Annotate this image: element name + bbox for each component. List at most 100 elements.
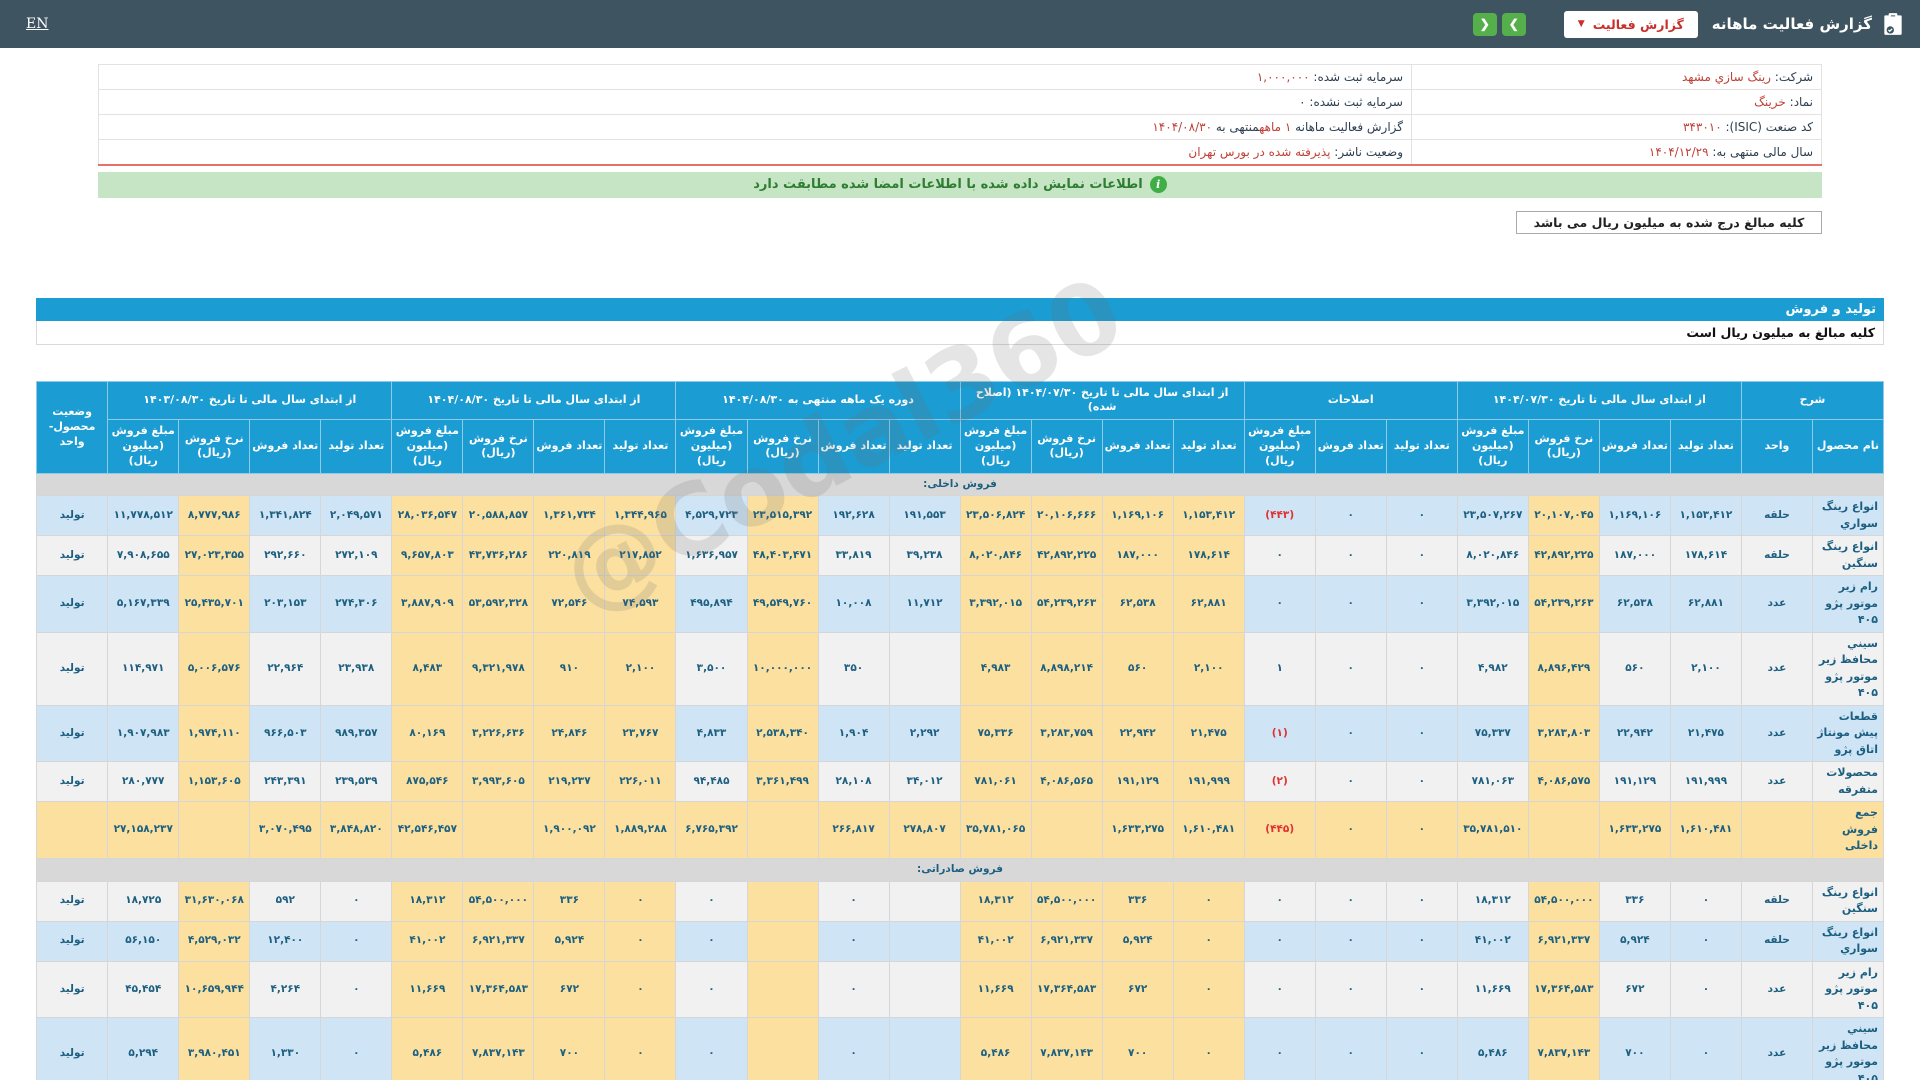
- value-cell: ۰: [1385, 575, 1458, 633]
- value-cell: ۰: [1314, 960, 1387, 1019]
- value-cell: ۷,۸۳۷,۱۴۳: [1030, 1017, 1103, 1080]
- value-cell: ۲۴۳,۳۹۱: [249, 761, 322, 803]
- value-cell: ۳۴,۰۱۲: [888, 761, 961, 803]
- value-cell: ۳,۸۴۸,۸۲۰: [320, 801, 393, 859]
- info-label: منتهی به: [1212, 120, 1260, 134]
- value-cell: ۶,۹۲۱,۳۳۷: [462, 920, 535, 962]
- nav-back-button[interactable]: ❮: [1472, 12, 1497, 36]
- value-cell: ۰: [1314, 495, 1387, 537]
- value-cell: ۲۸,۱۰۸: [817, 761, 890, 803]
- value-cell: (۱): [1243, 704, 1316, 763]
- header-group: از ابتدای سال مالی تا تاریخ ۱۴۰۴/۰۸/۳۰: [391, 380, 677, 421]
- value-cell: ۱۷,۳۶۴,۵۸۳: [1527, 960, 1600, 1019]
- value-cell: ۶,۹۲۱,۳۳۷: [1030, 920, 1103, 962]
- value-cell: ۳۱,۶۳۰,۰۶۸: [178, 880, 251, 922]
- value-cell: ۱۱,۷۷۸,۵۱۲: [107, 495, 180, 537]
- value-cell: ۰: [1243, 1017, 1316, 1080]
- value-cell: ۰: [1314, 880, 1387, 922]
- nav-forward-button[interactable]: ❯: [1501, 12, 1526, 36]
- value-cell: ۵,۹۲۴: [1598, 920, 1671, 962]
- value-cell: ۰: [1314, 575, 1387, 633]
- value-cell: ۱,۱۶۹,۱۰۶: [1598, 495, 1671, 537]
- value-cell: ۲۳,۵۰۷,۲۶۷: [1456, 495, 1529, 537]
- value-cell: ۳۹,۲۳۸: [888, 535, 961, 577]
- value-cell: ۲۵,۴۳۵,۷۰۱: [178, 575, 251, 633]
- value-cell: ۰: [1172, 880, 1245, 922]
- value-cell: ۵۶,۱۵۰: [107, 920, 180, 962]
- signature-match-notice: i اطلاعات نمایش داده شده با اطلاعات امضا…: [98, 171, 1822, 198]
- value-cell: ۰: [1314, 920, 1387, 962]
- value-cell: ۶,۷۶۵,۳۹۲: [675, 801, 748, 859]
- value-cell: ۳,۲۸۳,۷۵۹: [1030, 704, 1103, 763]
- unit-cell: حلقه: [1740, 495, 1813, 537]
- value-cell: ۰: [817, 1017, 890, 1080]
- unit-cell: عدد: [1740, 631, 1813, 706]
- value-cell: ۰: [1314, 535, 1387, 577]
- status-cell: تولید: [35, 535, 109, 577]
- header-sub: تعداد فروش: [1314, 419, 1387, 474]
- header-sub: مبلغ فروش (میلیون ریال): [1243, 419, 1316, 474]
- value-cell: ۰: [1314, 801, 1387, 859]
- value-cell: ۱,۱۵۳,۴۱۲: [1669, 495, 1742, 537]
- header-sub: مبلغ فروش (میلیون ریال): [1456, 419, 1529, 474]
- language-switch-link[interactable]: EN: [26, 16, 49, 32]
- info-value: ۳۴۳۰۱۰: [1682, 120, 1722, 134]
- section-row: فروش صادراتی:: [36, 857, 1884, 882]
- value-cell: ۲,۵۳۸,۳۴۰: [746, 704, 819, 763]
- info-row: کد صنعت (ISIC): ۳۴۳۰۱۰ گزارش فعالیت ماهان…: [98, 114, 1822, 140]
- value-cell: ۱۱,۶۶۹: [391, 960, 464, 1019]
- unit-cell: [1740, 801, 1813, 859]
- report-type-dropdown[interactable]: گزارش فعالیت ▼: [1563, 10, 1698, 38]
- unit-cell: عدد: [1740, 761, 1813, 803]
- value-cell: ۳۳۶: [1598, 880, 1671, 922]
- unit-cell: عدد: [1740, 704, 1813, 763]
- info-cell: کد صنعت (ISIC): ۳۴۳۰۱۰: [1411, 114, 1822, 140]
- value-cell: ۱۰,۶۵۹,۹۴۴: [178, 960, 251, 1019]
- value-cell: ۰: [675, 1017, 748, 1080]
- value-cell: ۵۹۲: [249, 880, 322, 922]
- value-cell: ۱,۹۰۷,۹۸۳: [107, 704, 180, 763]
- value-cell: ۱,۶۳۶,۹۵۷: [675, 535, 748, 577]
- value-cell: ۲۰,۱۰۷,۰۴۵: [1527, 495, 1600, 537]
- value-cell: ۳,۲۲۶,۶۳۶: [462, 704, 535, 763]
- value-cell: ۱,۳۶۱,۷۳۴: [533, 495, 606, 537]
- value-cell: ۳,۹۹۳,۶۰۵: [462, 761, 535, 803]
- value-cell: ۴,۰۸۶,۵۶۵: [1030, 761, 1103, 803]
- info-value: رینگ سازي مشهد: [1681, 70, 1771, 84]
- header-sub: تعداد تولید: [320, 419, 393, 474]
- info-cell: وضعیت ناشر: پذیرفته شده در بورس تهران: [98, 139, 1412, 165]
- unit-cell: حلقه: [1740, 920, 1813, 962]
- value-cell: ۶۲,۵۳۸: [1101, 575, 1174, 633]
- value-cell: [462, 801, 535, 859]
- clipboard-report-icon: [1884, 13, 1902, 35]
- value-cell: ۳,۲۸۳,۸۰۳: [1527, 704, 1600, 763]
- value-cell: ۵,۴۸۶: [1456, 1017, 1529, 1080]
- info-label: کد صنعت (ISIC):: [1721, 120, 1813, 134]
- header-sub: تعداد تولید: [1669, 419, 1742, 474]
- status-cell: تولید: [35, 920, 109, 962]
- header-sub: مبلغ فروش (میلیون ریال): [675, 419, 748, 474]
- value-cell: ۰: [1314, 704, 1387, 763]
- value-cell: ۲۰۳,۱۵۳: [249, 575, 322, 633]
- value-cell: ۲۷,۰۲۳,۳۵۵: [178, 535, 251, 577]
- value-cell: ۱۸,۷۲۵: [107, 880, 180, 922]
- value-cell: ۲۷۴,۳۰۶: [320, 575, 393, 633]
- value-cell: ۰: [1172, 1017, 1245, 1080]
- table-row: سیني محافظ زیر موتور پژو ۴۰۵ عدد ۰ ۷۰۰ ۷,۸۳۷…: [35, 1017, 1885, 1080]
- value-cell: ۱,۳۳۰: [249, 1017, 322, 1080]
- value-cell: ۲۱,۴۷۵: [1172, 704, 1245, 763]
- header-sub: تعداد فروش: [817, 419, 890, 474]
- value-cell: [746, 880, 819, 922]
- value-cell: ۳۳۶: [533, 880, 606, 922]
- header-group: از ابتدای سال مالی تا تاریخ ۱۴۰۴/۰۷/۳۰: [1456, 380, 1742, 421]
- header-group: از ابتدای سال مالی تا تاریخ ۱۴۰۳/۰۸/۳۰: [107, 380, 393, 421]
- value-cell: ۱۷,۳۶۴,۵۸۳: [462, 960, 535, 1019]
- value-cell: ۴,۸۳۳: [675, 704, 748, 763]
- value-cell: ۵۳,۵۹۲,۳۲۸: [462, 575, 535, 633]
- value-cell: ۷,۸۳۷,۱۴۳: [462, 1017, 535, 1080]
- value-cell: ۲,۲۹۲: [888, 704, 961, 763]
- value-cell: [746, 920, 819, 962]
- value-cell: ۲,۱۰۰: [604, 631, 677, 706]
- value-cell: ۸,۸۹۶,۴۲۹: [1527, 631, 1600, 706]
- header-sub: نرخ فروش (ریال): [1527, 419, 1600, 474]
